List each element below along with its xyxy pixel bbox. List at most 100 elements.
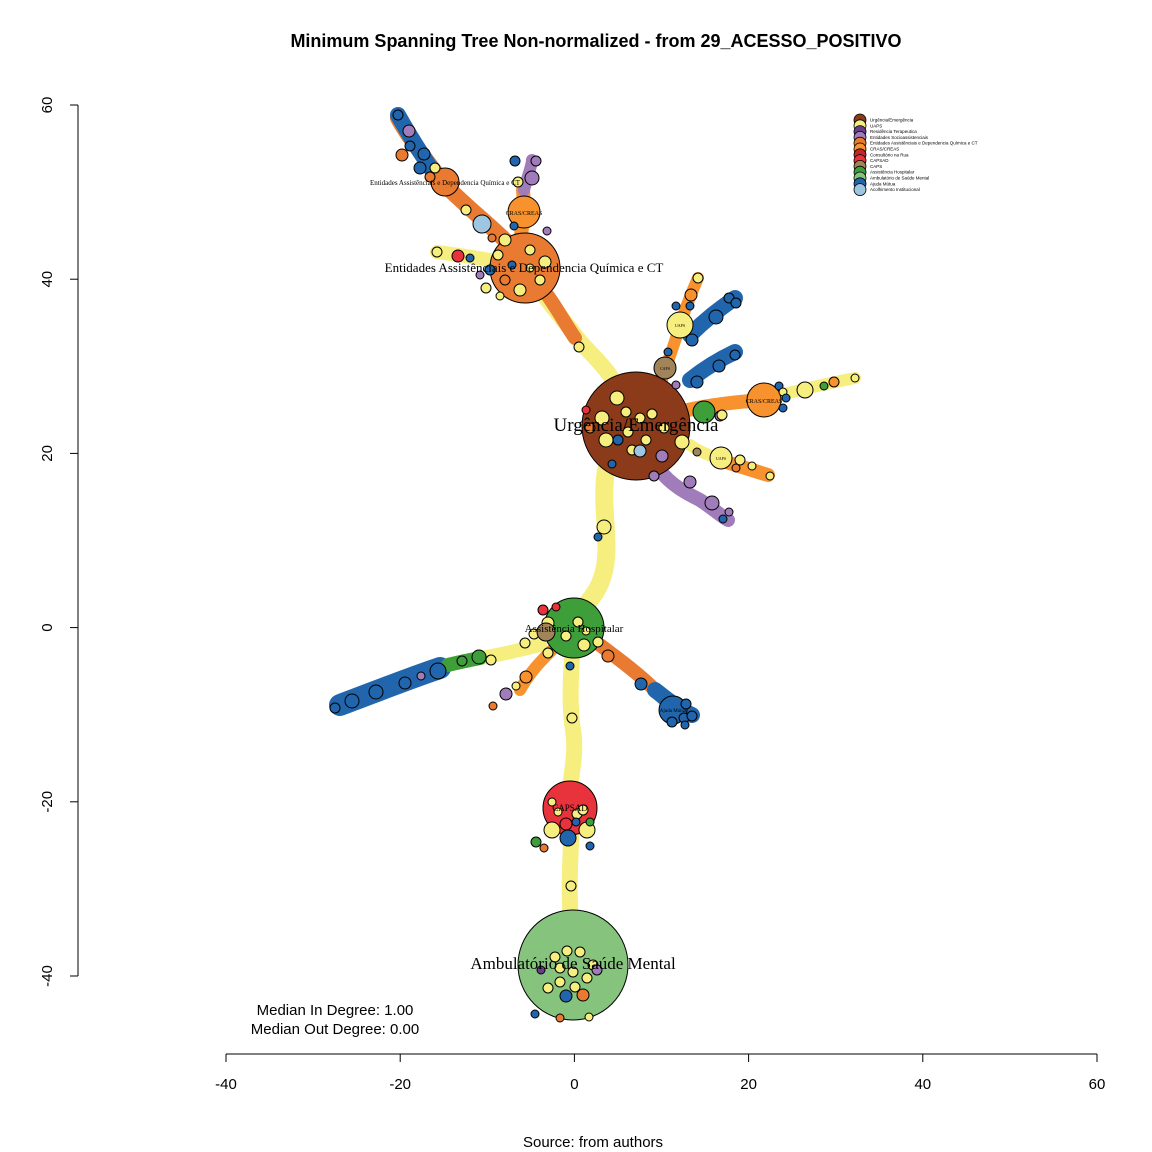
leaf-node [543,821,561,839]
leaf-node [731,463,741,473]
leaf-node [577,638,591,652]
leaf-node [551,602,561,612]
leaf-node [729,349,741,361]
leaf-node [525,263,535,273]
x-tick-label: 20 [740,1076,757,1093]
leaf-node [607,459,617,469]
y-tick-label: 0 [39,623,56,631]
leaf-node [704,495,720,511]
leaf-node [585,817,595,827]
leaf-node [596,519,612,535]
edge-entidades-mid [541,289,582,345]
leaf-node [850,373,860,383]
leaf-node [585,841,595,851]
leaf-node [581,972,593,984]
leaf-node [487,233,497,243]
hub-acolhimento [472,214,492,234]
label-cras-right: CRAS/CREAS [746,399,783,405]
leaf-node [488,701,498,711]
source-caption: Source: from authors [523,1134,663,1151]
leaf-node [413,161,427,175]
leaf-node [708,309,724,325]
legend-label: Entidades Socioassistenciais [870,135,929,140]
label-caps: CAPS [660,366,670,371]
y-tick-label: 20 [39,445,56,462]
leaf-node [680,698,692,710]
legend-label: CAPSAD [870,158,889,163]
leaf-node [498,233,512,247]
leaf-node [747,461,757,471]
leaf-node [536,622,556,642]
x-tick-label: 0 [570,1076,578,1093]
leaf-node [511,681,521,691]
leaf-node [554,962,566,974]
leaf-node [559,989,573,1003]
leaf-node [519,670,533,684]
leaf-node [417,147,431,161]
legend-label: Urgência/Emergência [870,118,914,123]
leaf-node [592,636,604,648]
leaf-node [554,976,566,988]
leaf-node [601,649,615,663]
leaf-node [569,981,581,993]
leaf-node [671,301,681,311]
leaf-node [765,471,775,481]
leaf-node [666,716,678,728]
leaf-node [778,403,788,413]
label-uaps-2: UAPS [716,456,726,461]
y-axis: 60 40 20 0 -20 -40 [39,97,79,987]
hub-uaps-1 [666,311,694,339]
y-tick-label: -40 [39,965,56,987]
leaf-node [547,797,557,807]
leaf-node [431,246,443,258]
median-out-degree: Median Out Degree: 0.00 [251,1021,419,1038]
leaf-node [329,702,341,714]
hub-uaps-2 [709,446,733,470]
leaf-node [539,843,549,853]
leaf-node [658,422,670,434]
legend-label: Assistência Hospitalar [870,170,915,175]
leaf-node [593,532,603,542]
leaf-node [712,359,726,373]
leaf-node [634,412,646,424]
leaf-node [577,804,589,816]
leaf-node [424,171,436,183]
leaf-node [581,626,591,636]
leaf-node [560,630,572,642]
leaf-node [634,677,648,691]
leaf-node [555,1013,565,1023]
leaf-node [524,244,536,256]
y-tick-label: 60 [39,97,56,114]
leaf-node [690,375,704,389]
leaf-node [565,880,577,892]
leaf-node [460,204,472,216]
label-cras-top: CRAS/CREAS [506,211,543,217]
leaf-node [559,817,573,831]
x-tick-label: -40 [215,1076,237,1093]
leaf-node [537,604,549,616]
leaf-node [648,470,660,482]
leaf-node [499,687,513,701]
leaf-node [692,447,702,457]
leaf-node [718,514,728,524]
legend-label: Entidades Assistênciais e Dependencia Qu… [870,141,978,146]
leaf-node [368,684,384,700]
leaf-node [549,951,561,963]
leaf-node [542,226,552,236]
leaf-node [513,283,527,297]
leaf-node [416,671,426,681]
legend-label: UAPS [870,123,882,128]
leaf-node [663,347,673,357]
leaf-node [573,341,585,353]
leaf-node [465,253,475,263]
leaf-node [572,616,584,628]
legend-label: Ambulatório de Saúde Mental [870,176,929,181]
leaf-node [828,376,840,388]
leaf-node [398,676,412,690]
hub-cras-top [507,195,541,229]
leaf-node [512,176,524,188]
leaf-node [567,966,579,978]
label-hospitalar: Assistência Hospitalar [525,623,624,635]
leaf-node [655,449,669,463]
leaf-node [819,381,829,391]
